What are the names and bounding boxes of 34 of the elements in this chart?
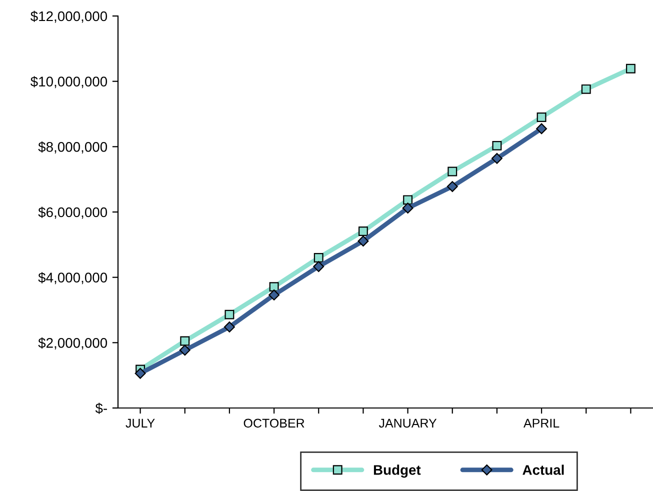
point [536, 112, 546, 122]
y-tick-label: $2,000,000 [38, 337, 108, 350]
point [358, 226, 368, 236]
point [134, 368, 146, 379]
point [626, 64, 636, 74]
legend-label: Actual [522, 464, 564, 475]
x-tick-label: JULY [126, 418, 155, 428]
legend-label: Budget [374, 464, 421, 478]
point [492, 140, 502, 150]
point [491, 152, 502, 164]
point [313, 261, 324, 272]
point [448, 166, 458, 176]
x-tick-label: OCTOBER [244, 418, 304, 428]
point [314, 253, 324, 262]
point [536, 123, 548, 134]
y-tick-label: $8,000,000 [38, 141, 108, 154]
point [581, 84, 591, 94]
y-tick-label: $6,000,000 [38, 206, 108, 219]
point [269, 282, 279, 292]
point [403, 195, 413, 205]
point [224, 322, 235, 332]
point [268, 290, 280, 300]
x-tick-label: JANUARY [378, 418, 437, 428]
x-tick-label: APRIL [524, 418, 560, 428]
y-tick-label: $12,000,000 [30, 10, 108, 23]
point [358, 236, 369, 247]
point [446, 181, 458, 192]
point [180, 336, 190, 346]
y-tick-label: $10,000,000 [30, 76, 108, 88]
point [224, 310, 234, 320]
y-tick-label: $4,000,000 [38, 272, 108, 284]
point [402, 202, 414, 214]
y-tick-label: $- [95, 402, 107, 414]
point [179, 344, 190, 356]
